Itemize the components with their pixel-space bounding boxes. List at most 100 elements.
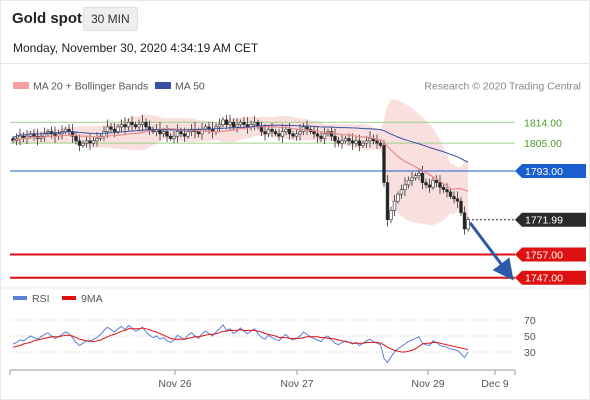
candle-body xyxy=(252,121,257,125)
candle-body xyxy=(462,212,467,230)
candle-body xyxy=(102,131,106,137)
ma20-legend-label: MA 20 + Bollinger Bands xyxy=(33,81,148,93)
level-label-1814-00: 1814.00 xyxy=(524,117,562,129)
candle-body xyxy=(231,121,236,128)
candle-body xyxy=(116,126,120,132)
candle-body xyxy=(378,142,383,146)
time-tick-label: Nov 26 xyxy=(158,378,191,390)
candle-body xyxy=(410,177,414,181)
rsi-ma-legend-label: 9MA xyxy=(81,293,103,305)
candle-body xyxy=(133,124,138,128)
ma20-line xyxy=(12,125,469,192)
candle-body xyxy=(399,189,404,195)
candle-body xyxy=(424,182,428,186)
candle-body xyxy=(333,135,337,142)
candle-body xyxy=(217,124,222,128)
chart-datetime: Monday, November 30, 2020 4:34:19 AM CET xyxy=(13,41,259,55)
level-label-1747-00: 1747.00 xyxy=(525,273,563,285)
candle-body xyxy=(385,182,390,221)
candle-body xyxy=(389,210,393,221)
candle-body xyxy=(396,193,400,202)
rsi-ma-legend-swatch xyxy=(62,296,76,300)
candle-body xyxy=(228,121,232,125)
chart-header: Gold spot 30 MIN xyxy=(0,0,590,36)
candle-body xyxy=(277,133,281,137)
rsi-ma-line xyxy=(12,327,469,353)
ma50-line xyxy=(12,124,469,163)
candle-body xyxy=(270,128,274,132)
candle-body xyxy=(431,179,435,188)
candle-body xyxy=(340,140,344,144)
candle-body xyxy=(354,140,358,144)
candle-body xyxy=(452,196,456,200)
candle-body xyxy=(259,126,264,132)
level-tag-1747-00 xyxy=(515,270,586,285)
candle-body xyxy=(74,135,78,142)
ma20-legend-swatch xyxy=(13,82,29,89)
candle-body xyxy=(448,191,453,197)
candle-body xyxy=(161,131,166,135)
research-credit: Research © 2020 Trading Central xyxy=(424,81,581,93)
candle-body xyxy=(63,128,68,132)
header-divider xyxy=(0,63,590,64)
candle-body xyxy=(165,131,169,137)
candle-body xyxy=(466,219,470,230)
candle-body xyxy=(242,121,246,125)
candle-body xyxy=(417,173,421,176)
rsi-pane: 70 50 30 xyxy=(10,315,536,364)
candle-body xyxy=(172,135,176,139)
candle-body xyxy=(336,140,341,144)
bollinger-band xyxy=(13,99,468,226)
candle-body xyxy=(224,119,229,125)
candle-body xyxy=(284,128,288,132)
level-tag-1793-00 xyxy=(515,164,586,178)
level-tag-1757-00 xyxy=(515,247,586,262)
candle-body xyxy=(315,133,320,137)
candle-body xyxy=(175,131,180,137)
candle-body xyxy=(298,131,302,135)
candle-body xyxy=(119,124,124,128)
candle-body xyxy=(95,138,99,142)
candle-body xyxy=(140,121,145,125)
rsi-tick-50: 50 xyxy=(524,331,536,343)
candle-body xyxy=(77,140,82,146)
candle-body xyxy=(294,133,299,137)
candle-body xyxy=(287,128,292,135)
candle-body xyxy=(434,179,439,183)
candle-body xyxy=(403,184,407,190)
candle-body xyxy=(427,184,432,188)
candle-body xyxy=(329,131,334,137)
time-tick-label: Dec 9 xyxy=(481,378,509,390)
instrument-title: Gold spot xyxy=(12,10,82,27)
candle-body xyxy=(112,128,117,132)
candle-body xyxy=(168,135,173,139)
candle-body xyxy=(305,126,309,130)
candle-body xyxy=(312,131,316,135)
candle-body xyxy=(186,131,190,137)
level-label-1805-00: 1805.00 xyxy=(524,138,562,150)
timeframe-badge[interactable]: 30 MIN xyxy=(83,7,138,31)
time-ticks: Nov 26 Nov 27 Nov 29 Dec 9 xyxy=(158,370,509,390)
level-label-1757-00: 1757.00 xyxy=(525,250,563,262)
candle-body xyxy=(11,138,15,142)
candle-body xyxy=(42,133,47,137)
candle-body xyxy=(221,119,225,125)
candle-body xyxy=(263,131,267,135)
candle-body xyxy=(413,175,418,179)
time-tick-label: Nov 29 xyxy=(411,378,444,390)
candle-body xyxy=(238,121,243,125)
rsi-legend-swatch xyxy=(13,296,27,300)
candle-body xyxy=(105,126,110,132)
candle-body xyxy=(81,142,85,146)
candle-body xyxy=(291,133,295,137)
candle-body xyxy=(420,173,425,183)
candle-body xyxy=(357,140,362,146)
level-tag-1771-99 xyxy=(515,212,586,227)
level-label-1771-99: 1771.99 xyxy=(525,215,563,227)
candle-body xyxy=(266,128,271,135)
candle-body xyxy=(319,135,323,139)
candle-body xyxy=(235,124,239,128)
candle-body xyxy=(109,126,113,130)
candle-body xyxy=(350,140,355,144)
candle-body xyxy=(375,140,379,144)
